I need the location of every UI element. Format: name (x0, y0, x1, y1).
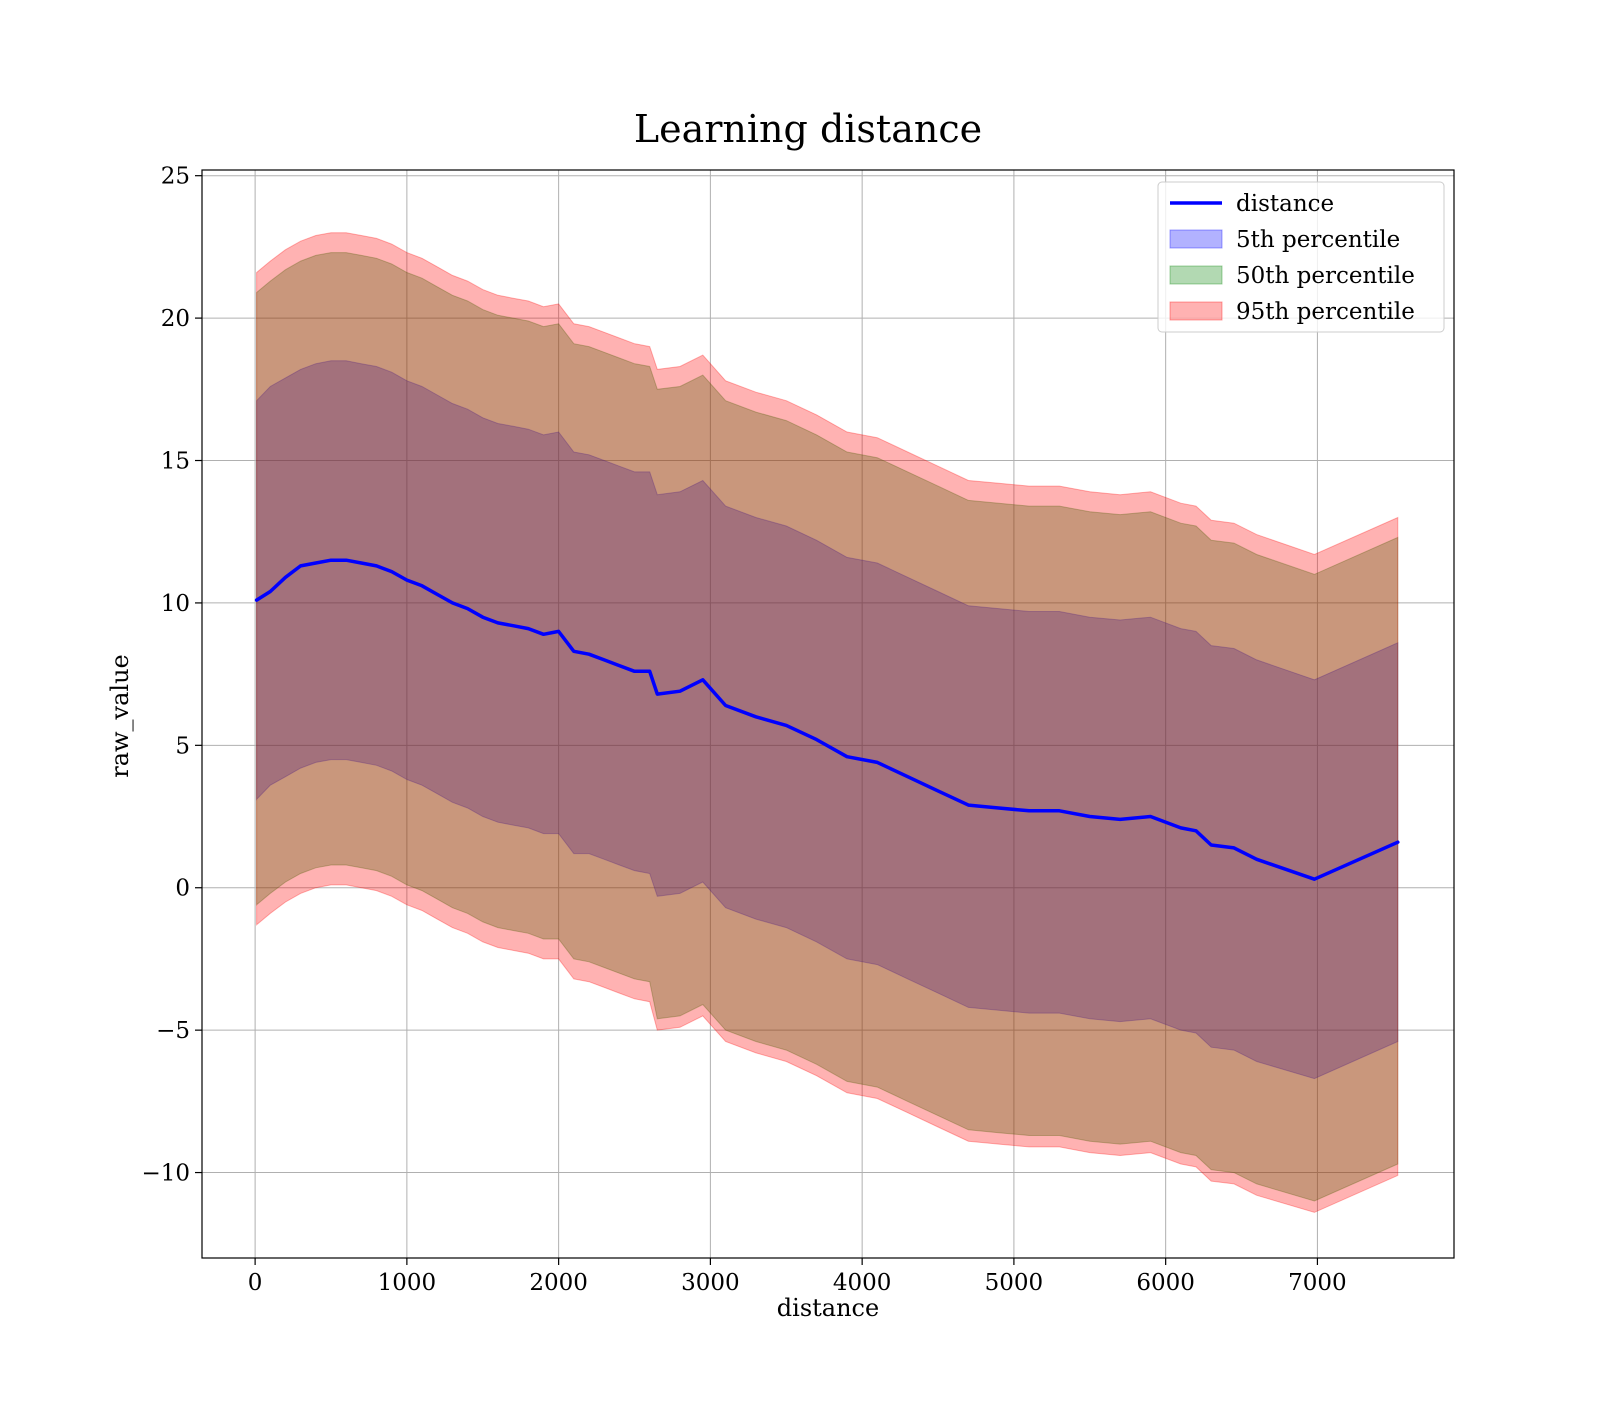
x-tick-label: 5000 (985, 1270, 1044, 1296)
x-tick-label: 0 (248, 1270, 263, 1296)
legend-label: 95th percentile (1236, 299, 1415, 325)
x-tick-label: 2000 (529, 1270, 588, 1296)
y-tick-label: 0 (175, 876, 190, 902)
chart-title: Learning distance (634, 107, 982, 151)
x-tick-label: 3000 (681, 1270, 740, 1296)
legend-swatch-p5 (1169, 229, 1223, 249)
legend: distance 5th percentile 50th percentile 95t… (1157, 181, 1445, 333)
legend-swatch-p50 (1169, 265, 1223, 285)
x-tick-label: 4000 (833, 1270, 892, 1296)
series-line-distance (254, 558, 1400, 881)
y-tick-label: 15 (161, 449, 190, 475)
band-p50 (256, 252, 1399, 1202)
x-axis-label: distance (777, 1294, 879, 1322)
y-tick-label: −10 (141, 1161, 190, 1187)
x-tick-label: 7000 (1288, 1270, 1347, 1296)
y-tick-label: 20 (161, 306, 190, 332)
legend-label: 50th percentile (1236, 263, 1415, 289)
y-tick-label: 25 (161, 164, 190, 190)
legend-label: 5th percentile (1236, 227, 1400, 253)
plot-frame (201, 169, 1455, 1259)
grid-lines (202, 170, 1454, 1258)
y-axis-label: raw_value (106, 654, 134, 778)
legend-swatch-p95 (1169, 301, 1223, 321)
y-tick-label: 10 (161, 591, 190, 617)
distance-line-layer (254, 558, 1400, 881)
legend-box (1157, 181, 1445, 333)
x-tick-label: 1000 (378, 1270, 437, 1296)
legend-label: distance (1236, 191, 1334, 217)
band-p5 (256, 360, 1399, 1080)
x-ticks: 0 1000 2000 3000 4000 5000 6000 7000 (248, 1258, 1347, 1296)
y-ticks: −10 −5 0 5 10 15 20 25 (141, 164, 202, 1187)
x-tick-label: 6000 (1136, 1270, 1195, 1296)
y-tick-label: −5 (156, 1018, 190, 1044)
y-tick-label: 5 (175, 733, 190, 759)
band-p95 (256, 232, 1399, 1213)
percentile-bands (256, 232, 1399, 1213)
